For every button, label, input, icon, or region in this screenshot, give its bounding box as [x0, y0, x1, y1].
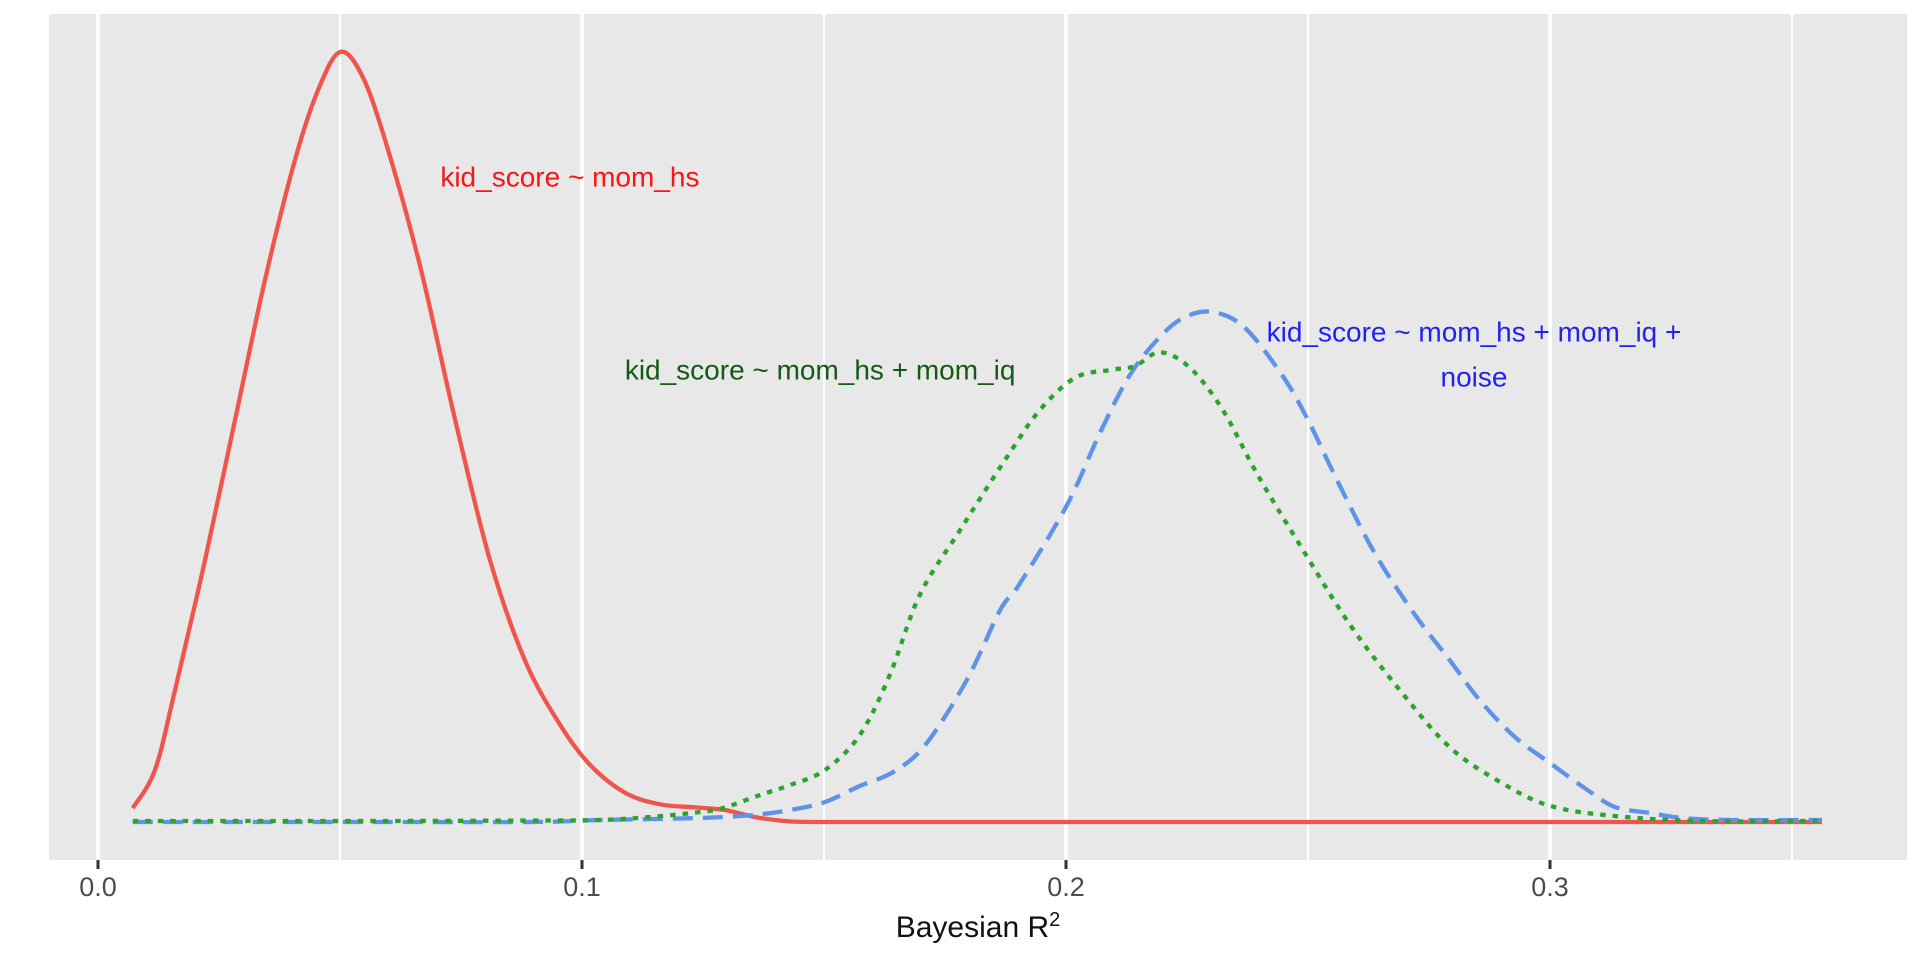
density-curve-mom_hs_mom_iq_noise	[132, 309, 1823, 825]
x-tick-label: 0.2	[1047, 872, 1085, 902]
annotation-kid-score-mom-hs-mom-iq: kid_score ~ mom_hs + mom_iq	[624, 354, 1016, 386]
x-axis-title: Bayesian R2	[895, 909, 1061, 945]
annotation-kid-score-mom-hs: kid_score ~ mom_hs	[440, 161, 700, 193]
annotation-kid-score-mom-hs-mom-iq-noise: kid_score ~ mom_hs + mom_iq + noise	[1266, 316, 1682, 393]
plot-panel	[49, 14, 1907, 860]
x-tick-label: 0.1	[563, 872, 601, 902]
x-axis-title-superscript: 2	[1049, 909, 1061, 931]
density-curve-mom_hs_mom_iq	[132, 350, 1818, 824]
density-curve-mom_hs	[130, 49, 1822, 825]
x-tick-label: 0.0	[79, 872, 117, 902]
x-axis-title-base: Bayesian R	[895, 911, 1050, 944]
x-tick-label: 0.3	[1531, 872, 1569, 902]
